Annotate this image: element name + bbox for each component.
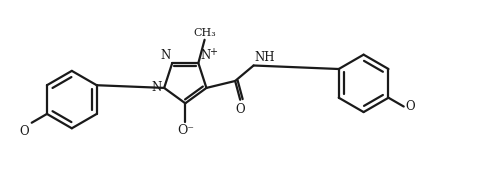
Text: N: N	[160, 49, 170, 62]
Text: O: O	[406, 100, 415, 113]
Text: +: +	[209, 47, 217, 57]
Text: N: N	[200, 49, 211, 62]
Text: CH₃: CH₃	[193, 28, 216, 38]
Text: N: N	[151, 81, 162, 94]
Text: O: O	[20, 125, 29, 138]
Text: O⁻: O⁻	[178, 124, 195, 137]
Text: NH: NH	[254, 51, 274, 64]
Text: O: O	[235, 103, 245, 116]
